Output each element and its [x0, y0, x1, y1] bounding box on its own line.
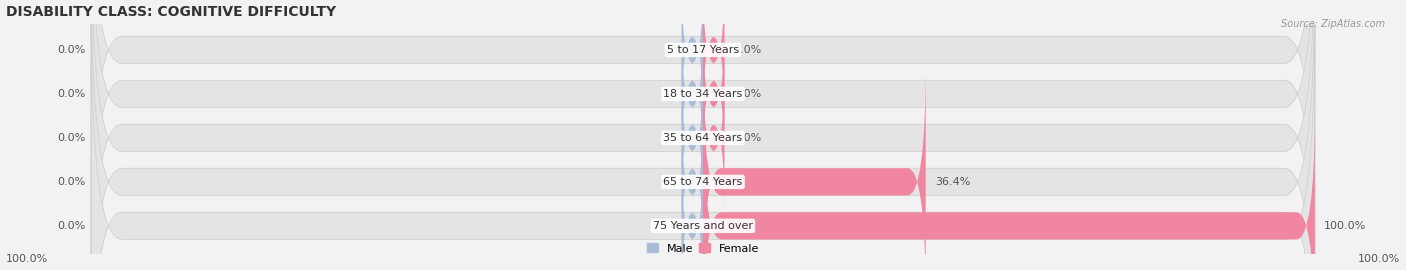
Text: 0.0%: 0.0%: [56, 45, 86, 55]
FancyBboxPatch shape: [703, 63, 724, 212]
Text: 18 to 34 Years: 18 to 34 Years: [664, 89, 742, 99]
FancyBboxPatch shape: [682, 0, 703, 124]
Text: 100.0%: 100.0%: [6, 254, 48, 264]
Text: 0.0%: 0.0%: [734, 133, 762, 143]
Text: 0.0%: 0.0%: [56, 221, 86, 231]
FancyBboxPatch shape: [91, 0, 1315, 256]
FancyBboxPatch shape: [682, 151, 703, 270]
Text: 65 to 74 Years: 65 to 74 Years: [664, 177, 742, 187]
Text: 100.0%: 100.0%: [1358, 254, 1400, 264]
Text: 0.0%: 0.0%: [734, 45, 762, 55]
FancyBboxPatch shape: [91, 0, 1315, 270]
FancyBboxPatch shape: [682, 19, 703, 168]
Legend: Male, Female: Male, Female: [647, 243, 759, 254]
Text: 5 to 17 Years: 5 to 17 Years: [666, 45, 740, 55]
FancyBboxPatch shape: [91, 0, 1315, 270]
FancyBboxPatch shape: [91, 19, 1315, 270]
Text: 0.0%: 0.0%: [56, 89, 86, 99]
FancyBboxPatch shape: [682, 107, 703, 256]
Text: 0.0%: 0.0%: [56, 133, 86, 143]
Text: DISABILITY CLASS: COGNITIVE DIFFICULTY: DISABILITY CLASS: COGNITIVE DIFFICULTY: [6, 5, 336, 19]
Text: 36.4%: 36.4%: [935, 177, 970, 187]
FancyBboxPatch shape: [91, 0, 1315, 270]
Text: 100.0%: 100.0%: [1324, 221, 1367, 231]
Text: 0.0%: 0.0%: [56, 177, 86, 187]
Text: Source: ZipAtlas.com: Source: ZipAtlas.com: [1281, 19, 1385, 29]
Text: 0.0%: 0.0%: [734, 89, 762, 99]
Text: 35 to 64 Years: 35 to 64 Years: [664, 133, 742, 143]
Text: 75 Years and over: 75 Years and over: [652, 221, 754, 231]
FancyBboxPatch shape: [703, 19, 724, 168]
FancyBboxPatch shape: [703, 107, 1315, 270]
FancyBboxPatch shape: [703, 0, 724, 124]
FancyBboxPatch shape: [682, 63, 703, 212]
FancyBboxPatch shape: [703, 63, 925, 270]
